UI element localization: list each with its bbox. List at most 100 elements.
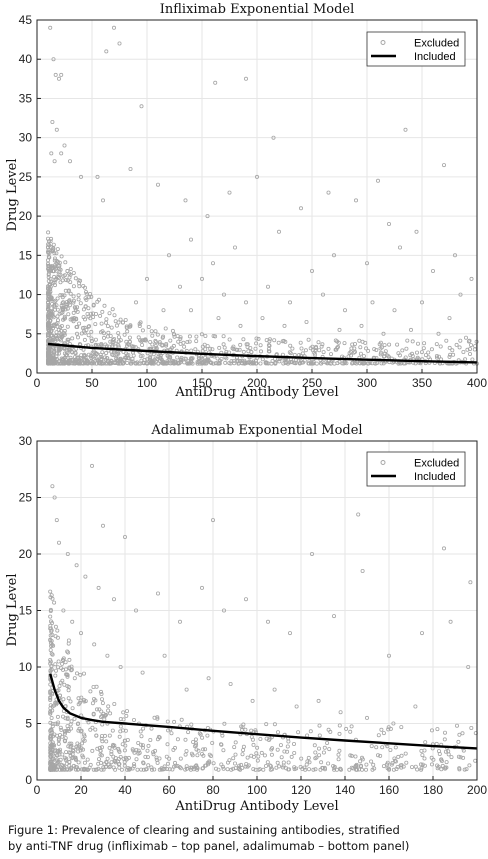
excluded-point <box>93 337 98 342</box>
excluded-point <box>84 358 89 363</box>
excluded-point <box>46 338 51 343</box>
excluded-point <box>235 347 240 352</box>
excluded-point <box>75 767 80 772</box>
excluded-point <box>75 741 80 746</box>
excluded-point <box>364 261 369 266</box>
excluded-point <box>309 552 314 557</box>
excluded-point <box>206 676 211 681</box>
excluded-point <box>303 767 308 772</box>
excluded-point <box>102 714 107 719</box>
excluded-point <box>216 316 221 321</box>
excluded-point <box>48 736 53 741</box>
excluded-point <box>168 338 173 343</box>
excluded-point <box>446 752 451 757</box>
excluded-point <box>243 764 248 769</box>
excluded-point <box>83 285 88 290</box>
legend-excluded-marker <box>380 40 386 45</box>
excluded-point <box>264 722 269 727</box>
excluded-point <box>169 345 174 350</box>
excluded-point <box>104 320 109 325</box>
legend-excluded-label: Excluded <box>414 458 459 470</box>
excluded-point <box>272 722 277 727</box>
excluded-point <box>422 763 427 768</box>
excluded-point <box>84 297 89 302</box>
excluded-point <box>263 764 268 769</box>
excluded-point <box>413 704 418 709</box>
excluded-point <box>55 714 60 719</box>
excluded-point <box>80 357 85 362</box>
excluded-point <box>50 652 55 657</box>
legend-excluded-marker <box>380 460 386 465</box>
excluded-point <box>96 361 101 366</box>
excluded-point <box>182 360 187 365</box>
excluded-point <box>278 743 283 748</box>
excluded-point <box>140 745 145 750</box>
legend-box <box>366 451 466 487</box>
excluded-point <box>48 734 53 739</box>
excluded-point <box>56 351 61 356</box>
excluded-point <box>50 708 55 713</box>
excluded-point <box>113 341 118 346</box>
excluded-point <box>93 727 98 732</box>
excluded-point <box>60 657 65 662</box>
excluded-point <box>306 755 311 760</box>
excluded-point <box>337 748 342 753</box>
excluded-point <box>233 752 238 757</box>
excluded-point <box>206 762 211 767</box>
excluded-point <box>76 293 81 298</box>
excluded-point <box>175 355 180 360</box>
excluded-point <box>100 722 105 727</box>
excluded-point <box>310 348 315 353</box>
excluded-point <box>221 766 226 771</box>
excluded-point <box>118 724 123 729</box>
excluded-point <box>157 358 162 363</box>
excluded-point <box>112 313 117 318</box>
excluded-point <box>119 767 124 772</box>
excluded-point <box>67 759 72 764</box>
excluded-point <box>239 762 244 767</box>
excluded-point <box>290 346 295 351</box>
excluded-point <box>372 766 377 771</box>
excluded-point <box>90 701 95 706</box>
excluded-point <box>48 318 53 323</box>
excluded-point <box>473 344 478 349</box>
excluded-point <box>153 748 158 753</box>
excluded-point <box>249 753 254 758</box>
excluded-point <box>361 360 366 365</box>
excluded-point <box>150 342 155 347</box>
excluded-point <box>357 338 362 343</box>
excluded-point <box>298 765 303 770</box>
excluded-point <box>106 762 111 767</box>
excluded-point <box>89 336 94 341</box>
excluded-point <box>106 708 111 713</box>
excluded-point <box>81 767 86 772</box>
x-tick-label: 400 <box>467 376 487 390</box>
excluded-point <box>239 358 244 363</box>
excluded-point <box>100 739 105 744</box>
excluded-point <box>438 344 443 349</box>
excluded-point <box>112 743 117 748</box>
excluded-point <box>439 757 444 762</box>
y-tick-label: 35 <box>19 91 33 105</box>
excluded-point <box>268 763 273 768</box>
excluded-point <box>90 725 95 730</box>
excluded-point <box>286 767 291 772</box>
ticks: 0 20 40 60 80 100 120 140 160 180 200 0 5 10 15 20 25 30 <box>19 434 488 797</box>
excluded-point <box>259 750 264 755</box>
excluded-point <box>58 272 63 277</box>
excluded-point <box>197 731 202 736</box>
excluded-point <box>131 353 136 358</box>
excluded-point <box>337 731 342 736</box>
excluded-point <box>99 760 104 765</box>
excluded-point <box>462 767 467 772</box>
excluded-point <box>335 344 340 349</box>
excluded-point <box>49 151 54 156</box>
excluded-point <box>116 331 121 336</box>
excluded-point <box>250 360 255 365</box>
excluded-point <box>78 301 83 306</box>
excluded-point <box>140 670 145 675</box>
excluded-point <box>276 229 281 234</box>
excluded-point <box>161 308 166 313</box>
excluded-point <box>228 682 233 687</box>
excluded-point <box>363 767 368 772</box>
